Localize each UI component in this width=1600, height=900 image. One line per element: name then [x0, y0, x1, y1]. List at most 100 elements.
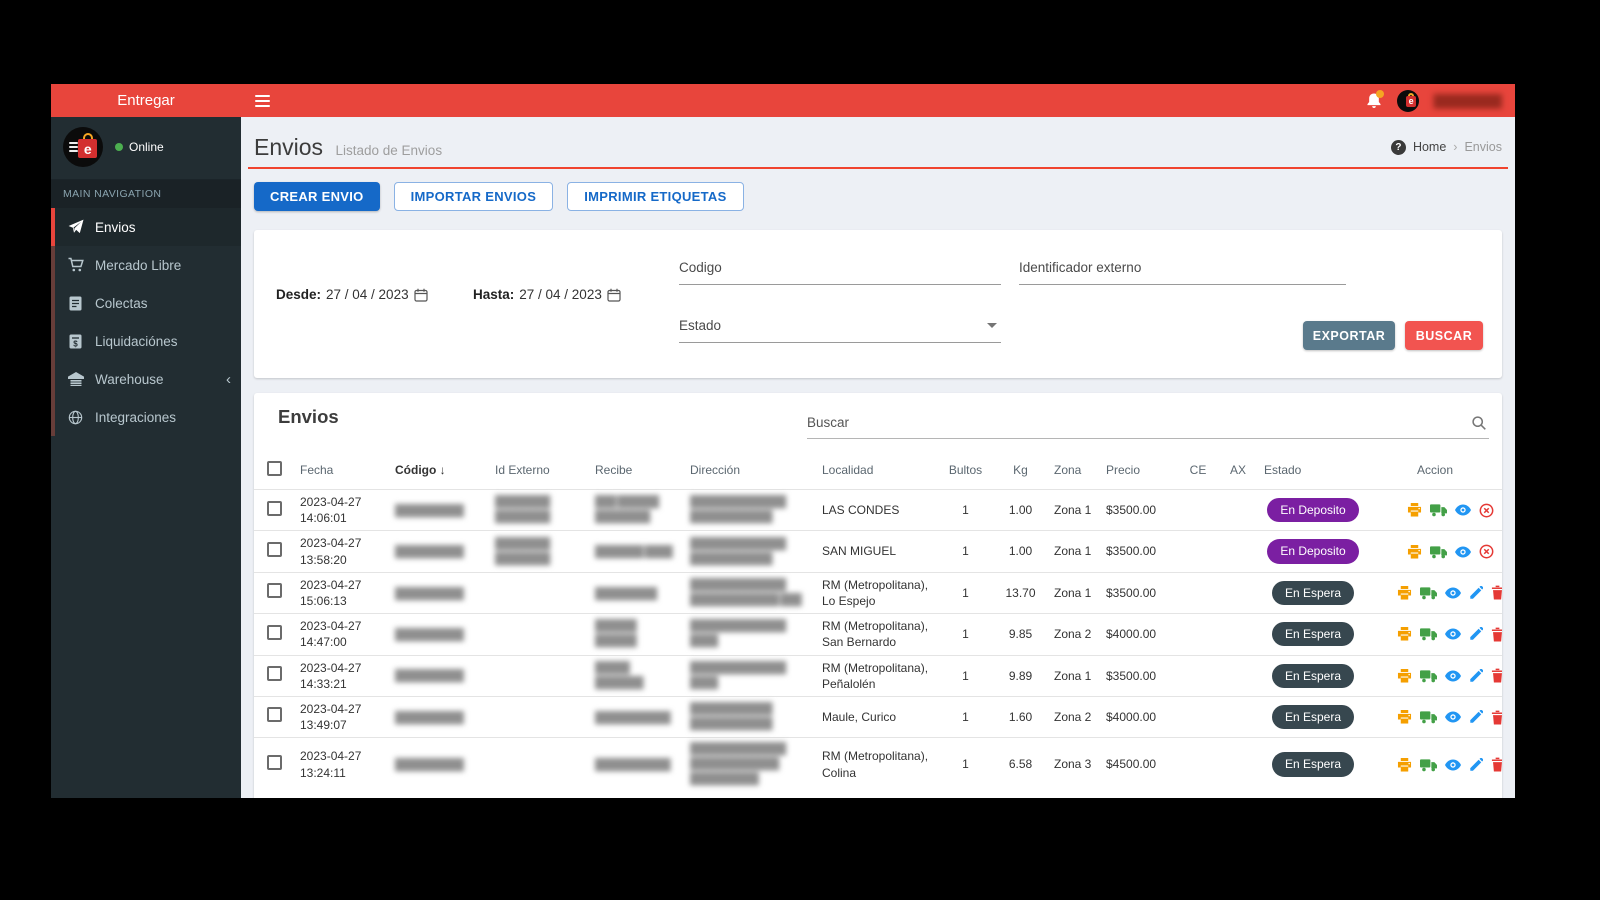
avatar[interactable]: e [1397, 89, 1420, 112]
print-icon[interactable] [1397, 757, 1412, 772]
exportar-button[interactable]: EXPORTAR [1303, 321, 1395, 350]
cancel-icon[interactable] [1479, 503, 1494, 518]
hasta-datepicker[interactable]: Hasta: 27 / 04 / 2023 [473, 287, 621, 302]
col-accion[interactable]: Accion [1416, 463, 1454, 477]
cell-kg: 1.60 [993, 695, 1048, 738]
col-localidad[interactable]: Localidad [822, 463, 874, 477]
codigo-input[interactable]: Codigo [679, 260, 1001, 285]
row-checkbox[interactable] [266, 707, 282, 723]
truck-icon[interactable] [1419, 586, 1437, 600]
eye-icon[interactable] [1444, 587, 1461, 599]
main-content: Envios Listado de Envios ? Home › Envios… [241, 117, 1515, 798]
cell-direccion-redacted: ██████████████ ████ [690, 620, 786, 648]
col-fecha[interactable]: Fecha [300, 463, 334, 477]
delete-icon[interactable] [1491, 757, 1502, 772]
search-icon[interactable] [1471, 415, 1487, 434]
row-checkbox[interactable] [266, 500, 282, 516]
truck-icon[interactable] [1419, 710, 1437, 724]
row-checkbox[interactable] [266, 754, 282, 770]
delete-icon[interactable] [1491, 627, 1502, 642]
col-ax[interactable]: AX [1229, 463, 1246, 477]
importar-envios-button[interactable]: IMPORTAR ENVIOS [393, 182, 554, 211]
cart-icon [67, 257, 84, 273]
estado-select[interactable]: Estado [679, 318, 1001, 343]
cell-precio: $4500.00 [1100, 737, 1178, 791]
sidebar-item-integraciones[interactable]: Integraciones [51, 398, 241, 436]
cell-fecha: 2023-04-27 13:24:11 [294, 737, 389, 791]
identificador-externo-input[interactable]: Identificador externo [1019, 260, 1346, 285]
calendar-icon[interactable] [413, 288, 428, 302]
edit-icon[interactable] [1469, 627, 1483, 641]
edit-icon[interactable] [1469, 668, 1483, 683]
print-icon[interactable] [1397, 710, 1412, 724]
crear-envio-button[interactable]: CREAR ENVIO [254, 182, 380, 211]
table-search-input[interactable]: Buscar [807, 415, 1489, 439]
sidebar-item-mercado-libre[interactable]: Mercado Libre [51, 246, 241, 284]
cell-precio: $3500.00 [1100, 530, 1178, 573]
help-icon[interactable]: ? [1390, 139, 1406, 155]
eye-icon[interactable] [1454, 546, 1471, 558]
imprimir-etiquetas-button[interactable]: IMPRIMIR ETIQUETAS [567, 182, 744, 211]
calendar-icon[interactable] [607, 288, 621, 302]
eye-icon[interactable] [1444, 628, 1461, 640]
status-badge: En Espera [1271, 752, 1355, 777]
col-id-externo[interactable]: Id Externo [495, 463, 550, 477]
buscar-button[interactable]: BUSCAR [1405, 321, 1483, 350]
edit-icon[interactable] [1469, 585, 1483, 600]
print-icon[interactable] [1397, 668, 1412, 683]
sidebar-item-colectas[interactable]: Colectas [51, 284, 241, 322]
username-redacted: █████████ [1433, 93, 1502, 108]
edit-icon[interactable] [1469, 757, 1483, 772]
row-checkbox[interactable] [266, 666, 282, 682]
col-estado[interactable]: Estado [1264, 463, 1302, 477]
desde-datepicker[interactable]: Desde: 27 / 04 / 2023 [276, 287, 428, 302]
truck-icon[interactable] [1419, 627, 1437, 641]
page-title: Envios [254, 133, 324, 160]
sidebar-item-label: Liquidaciónes [95, 333, 178, 349]
app-window: Entregar e █████████ e [51, 84, 1515, 798]
eye-icon[interactable] [1444, 711, 1461, 723]
truck-icon[interactable] [1419, 758, 1437, 772]
row-checkbox[interactable] [266, 624, 282, 640]
col-bultos[interactable]: Bultos [948, 463, 983, 477]
row-checkbox[interactable] [266, 541, 282, 557]
select-all-checkbox[interactable] [266, 461, 282, 476]
cell-fecha: 2023-04-27 13:49:07 [294, 695, 389, 738]
cell-zona: Zona 2 [1048, 613, 1100, 655]
row-checkbox[interactable] [266, 583, 282, 599]
cancel-icon[interactable] [1479, 544, 1494, 559]
cell-zona: Zona 2 [1048, 695, 1100, 738]
print-icon[interactable] [1407, 503, 1422, 517]
cell-fecha: 2023-04-27 13:58:20 [294, 530, 389, 573]
col-precio[interactable]: Precio [1106, 463, 1141, 477]
sidebar-item-envios[interactable]: Envios [51, 208, 241, 246]
sidebar-item-liquidaciones[interactable]: $ Liquidaciónes [51, 322, 241, 360]
col-recibe[interactable]: Recibe [595, 463, 633, 477]
col-kg[interactable]: Kg [1013, 463, 1028, 477]
edit-icon[interactable] [1469, 710, 1483, 724]
menu-toggle-icon[interactable] [255, 94, 270, 107]
breadcrumb-home[interactable]: Home [1412, 140, 1447, 154]
cell-fecha: 2023-04-27 15:06:13 [294, 571, 389, 614]
col-direccion[interactable]: Dirección [690, 463, 741, 477]
cell-ax [1218, 737, 1258, 791]
eye-icon[interactable] [1454, 504, 1471, 516]
col-ce[interactable]: CE [1189, 463, 1207, 477]
print-icon[interactable] [1407, 544, 1422, 559]
notifications-bell-icon[interactable] [1365, 89, 1385, 110]
print-icon[interactable] [1397, 585, 1412, 600]
truck-icon[interactable] [1419, 669, 1437, 683]
eye-icon[interactable] [1444, 670, 1461, 682]
delete-icon[interactable] [1491, 668, 1502, 683]
print-icon[interactable] [1397, 627, 1412, 641]
col-zona[interactable]: Zona [1054, 463, 1082, 477]
truck-icon[interactable] [1429, 545, 1447, 559]
truck-icon[interactable] [1429, 503, 1447, 517]
delete-icon[interactable] [1491, 585, 1502, 600]
col-codigo[interactable]: Código ↓ [395, 463, 446, 477]
eye-icon[interactable] [1444, 759, 1461, 771]
delete-icon[interactable] [1491, 710, 1502, 725]
sidebar-item-warehouse[interactable]: Warehouse ‹ [51, 360, 241, 398]
cell-recibe-redacted: ██████ ██████ [595, 620, 637, 648]
cell-precio: $4000.00 [1100, 695, 1178, 738]
